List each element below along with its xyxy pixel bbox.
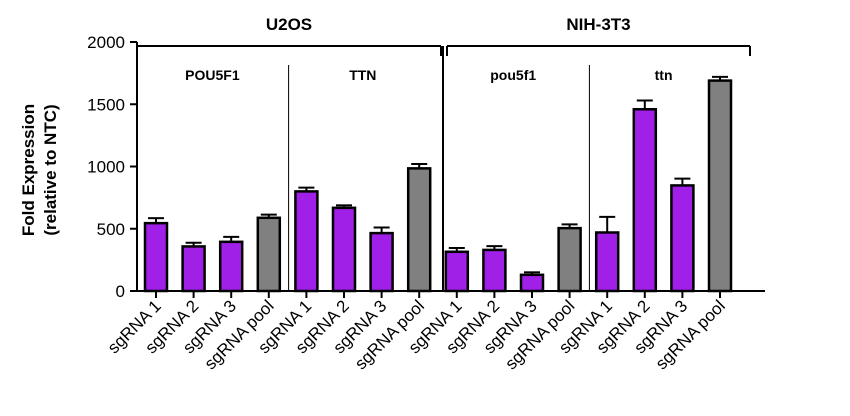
y-tick-label: 0 — [116, 282, 125, 301]
bar — [331, 206, 357, 293]
panel-label: pou5f1 — [490, 67, 536, 83]
bar — [557, 226, 582, 293]
bar — [181, 245, 206, 293]
bar — [444, 250, 470, 293]
bar — [218, 240, 244, 293]
bar — [482, 248, 507, 293]
bar — [294, 190, 319, 293]
group-brackets: U2OS NIH-3T3 POU5F1 TTN pou5f1 ttn — [136, 15, 751, 291]
bar — [632, 107, 658, 293]
y-axis-title: Fold Expression (relative to NTC) — [19, 104, 60, 236]
y-tick-label: 1500 — [87, 95, 125, 114]
bar — [519, 273, 545, 293]
bar — [670, 184, 695, 293]
panel-label: ttn — [655, 67, 673, 83]
bar — [256, 216, 282, 293]
y-axis-title-line1: Fold Expression — [19, 104, 38, 236]
bars — [143, 75, 733, 293]
y-tick-label: 1000 — [87, 158, 125, 177]
bar — [594, 231, 620, 293]
bar — [406, 167, 432, 293]
y-axis-title-line2: (relative to NTC) — [41, 104, 60, 235]
bar — [143, 221, 169, 293]
y-tick-label: 2000 — [87, 33, 125, 52]
panel-label: TTN — [349, 67, 376, 83]
group-label: U2OS — [266, 15, 312, 34]
group-label: NIH-3T3 — [566, 15, 630, 34]
bar — [369, 231, 394, 293]
panel-label: POU5F1 — [185, 67, 240, 83]
y-tick-label: 500 — [97, 220, 125, 239]
bar — [707, 79, 733, 293]
